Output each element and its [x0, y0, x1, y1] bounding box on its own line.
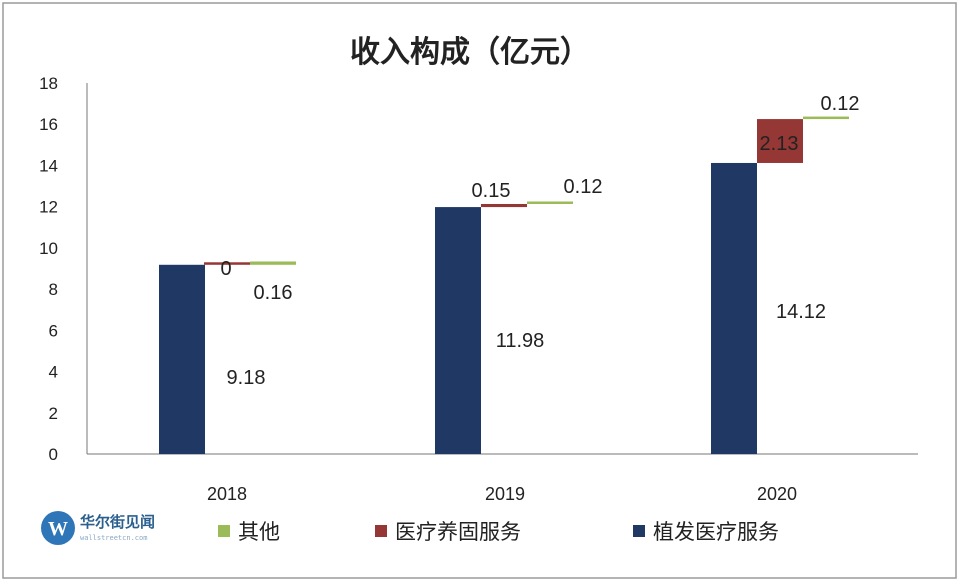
- bar-medical-maintenance: [204, 262, 250, 265]
- data-labels: 9.18 11.98 14.12 0 0.15 2.13 0.16 0.12 0.12: [220, 93, 859, 389]
- data-label-hair: 9.18: [227, 367, 266, 389]
- y-tick-label: 0: [49, 445, 58, 464]
- legend-swatch: [218, 525, 230, 537]
- bar-hair-transplant: [711, 162, 757, 454]
- data-label-hair: 14.12: [776, 301, 826, 323]
- bar-medical-maintenance: [481, 203, 527, 208]
- bar-medical-maintenance: [757, 119, 803, 163]
- y-tick-label: 18: [39, 74, 58, 93]
- y-tick-label: 2: [49, 404, 58, 423]
- bar-other: [250, 261, 296, 265]
- legend-item-other: 其他: [218, 520, 280, 544]
- y-tick-label: 8: [49, 280, 58, 299]
- y-tick-label: 12: [39, 198, 58, 217]
- legend-label: 医疗养固服务: [395, 520, 521, 544]
- watermark-sub: wallstreetcn.com: [80, 534, 147, 542]
- legend-label: 其他: [238, 520, 280, 544]
- y-tick-label: 14: [39, 156, 58, 175]
- data-label-hair: 11.98: [496, 330, 545, 352]
- data-label-other: 0.12: [564, 176, 603, 198]
- x-category-label: 2018: [207, 484, 247, 504]
- bar-hair-transplant: [159, 264, 205, 454]
- data-label-medical: 0: [220, 258, 231, 280]
- data-label-other: 0.16: [254, 282, 293, 304]
- legend-swatch: [375, 525, 387, 537]
- bar-hair-transplant: [435, 207, 481, 454]
- y-tick-label: 10: [39, 239, 58, 258]
- bar-other: [527, 201, 573, 204]
- data-label-medical: 0.15: [472, 180, 511, 202]
- x-category-label: 2020: [757, 484, 797, 504]
- data-label-medical: 2.13: [760, 133, 799, 155]
- legend-item-hair: 植发医疗服务: [633, 520, 779, 544]
- legend: 其他 医疗养固服务 植发医疗服务: [218, 520, 779, 544]
- bar-other: [803, 116, 849, 120]
- legend-swatch: [633, 525, 645, 537]
- y-axis-ticks: 0 2 4 6 8 10 12 14 16 18: [39, 74, 58, 464]
- x-axis-categories: 2018 2019 2020: [207, 484, 797, 504]
- watermark-logo-icon: [41, 511, 75, 545]
- watermark: W 华尔街见闻 wallstreetcn.com: [41, 511, 155, 545]
- y-tick-label: 6: [49, 321, 58, 340]
- legend-item-medical: 医疗养固服务: [375, 520, 521, 544]
- x-category-label: 2019: [485, 484, 525, 504]
- watermark-name: 华尔街见闻: [80, 513, 155, 531]
- legend-label: 植发医疗服务: [653, 520, 779, 544]
- y-tick-label: 16: [39, 115, 58, 134]
- watermark-logo-letter: W: [48, 518, 68, 540]
- bars: [159, 116, 849, 454]
- y-tick-label: 4: [49, 363, 58, 382]
- chart-title: 收入构成（亿元）: [350, 35, 590, 70]
- data-label-other: 0.12: [821, 93, 860, 115]
